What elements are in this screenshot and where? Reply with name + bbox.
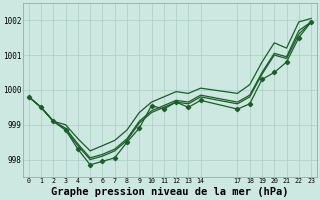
X-axis label: Graphe pression niveau de la mer (hPa): Graphe pression niveau de la mer (hPa)	[51, 187, 289, 197]
